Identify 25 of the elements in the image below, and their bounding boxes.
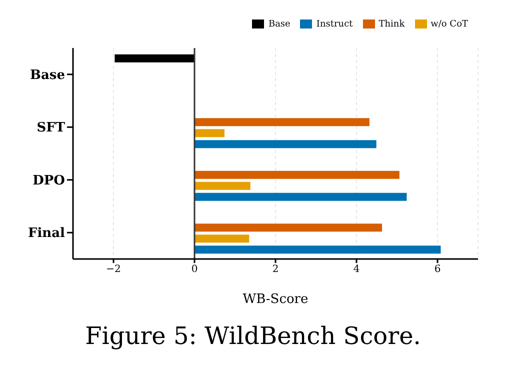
legend-label: Base bbox=[268, 19, 290, 30]
legend-label: w/o CoT bbox=[430, 19, 468, 30]
bar bbox=[194, 129, 224, 138]
bar bbox=[194, 234, 250, 243]
x-axis-title: WB-Score bbox=[242, 292, 309, 307]
x-tick-label: 6 bbox=[434, 264, 441, 276]
bar bbox=[194, 182, 250, 190]
x-tick-label: 2 bbox=[272, 264, 279, 276]
bar bbox=[114, 54, 194, 62]
legend-label: Think bbox=[378, 19, 405, 30]
x-tick-label: −2 bbox=[106, 264, 121, 276]
y-tick-label: SFT bbox=[36, 120, 66, 136]
bar bbox=[194, 192, 407, 201]
bar bbox=[194, 140, 376, 148]
y-tick-label: Base bbox=[30, 68, 65, 83]
legend-label: Instruct bbox=[316, 19, 353, 30]
x-tick-label: 0 bbox=[191, 264, 198, 276]
x-tick-label: 4 bbox=[353, 264, 360, 276]
bar bbox=[194, 246, 441, 254]
bar bbox=[194, 170, 400, 179]
y-tick-label: Final bbox=[28, 226, 66, 242]
bar bbox=[194, 118, 370, 126]
caption: Figure 5: WildBench Score. bbox=[84, 322, 422, 350]
y-tick-label: DPO bbox=[32, 173, 65, 188]
bar bbox=[194, 224, 382, 232]
